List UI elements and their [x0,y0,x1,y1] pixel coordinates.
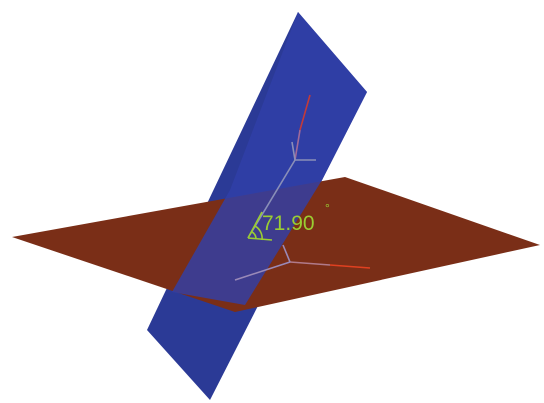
angle-arc [247,211,273,241]
red-normal [234,244,371,281]
blue-plane-front [172,12,367,305]
angle-unit: ° [325,201,330,215]
angle-value: 71.90 [262,212,315,235]
